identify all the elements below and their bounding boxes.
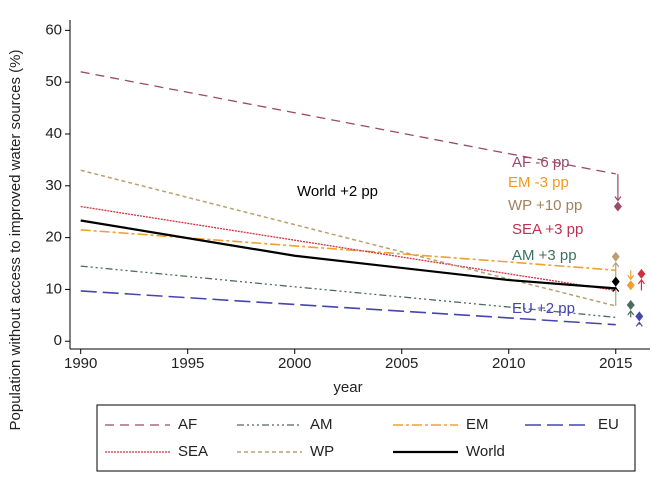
series-line <box>80 71 616 175</box>
series-line <box>80 219 616 290</box>
arrow-head <box>627 274 635 281</box>
x-tick-label: 1990 <box>64 355 97 372</box>
legend-label: EU <box>598 416 619 433</box>
x-tick-label: 2015 <box>599 355 632 372</box>
arrow-head <box>612 286 620 293</box>
annotation: WP +10 pp <box>508 197 582 214</box>
series-line <box>80 169 616 307</box>
arrow-head <box>614 196 622 202</box>
y-tick-label: 40 <box>45 125 62 142</box>
legend-label: SEA <box>178 443 208 460</box>
x-axis-label: year <box>333 379 362 396</box>
annotation: EU +2 pp <box>512 300 575 317</box>
marker <box>611 251 620 262</box>
marker <box>611 276 620 287</box>
marker <box>637 268 646 279</box>
x-tick-label: 2000 <box>278 355 311 372</box>
series-line <box>80 229 616 272</box>
y-axis-label: Population without access to improved wa… <box>7 49 24 430</box>
arrow-head <box>635 321 643 327</box>
marker <box>635 311 644 322</box>
y-tick-label: 60 <box>45 21 62 38</box>
legend-label: WP <box>310 443 334 460</box>
y-tick-label: 0 <box>54 332 62 349</box>
annotation: AM +3 pp <box>512 247 577 264</box>
y-tick-label: 50 <box>45 73 62 90</box>
legend-label: AM <box>310 416 333 433</box>
annotation: EM -3 pp <box>508 174 569 191</box>
marker <box>626 299 635 310</box>
x-tick-label: 2010 <box>492 355 525 372</box>
marker <box>626 280 635 291</box>
y-tick-label: 20 <box>45 229 62 246</box>
legend-box <box>96 404 636 472</box>
legend-label: AF <box>178 416 197 433</box>
marker <box>613 201 622 212</box>
x-tick-label: 1995 <box>171 355 204 372</box>
arrow-head <box>637 278 645 285</box>
y-tick-label: 10 <box>45 280 62 297</box>
arrow-head <box>612 261 620 268</box>
series-line <box>80 205 616 292</box>
legend-label: EM <box>466 416 489 433</box>
annotation: SEA +3 pp <box>512 221 583 238</box>
arrow-head <box>627 309 635 316</box>
x-tick-label: 2005 <box>385 355 418 372</box>
y-tick-label: 30 <box>45 177 62 194</box>
annotation: World +2 pp <box>297 183 378 200</box>
legend-label: World <box>466 443 505 460</box>
series-line <box>80 290 616 326</box>
annotation: AF -6 pp <box>512 154 570 171</box>
